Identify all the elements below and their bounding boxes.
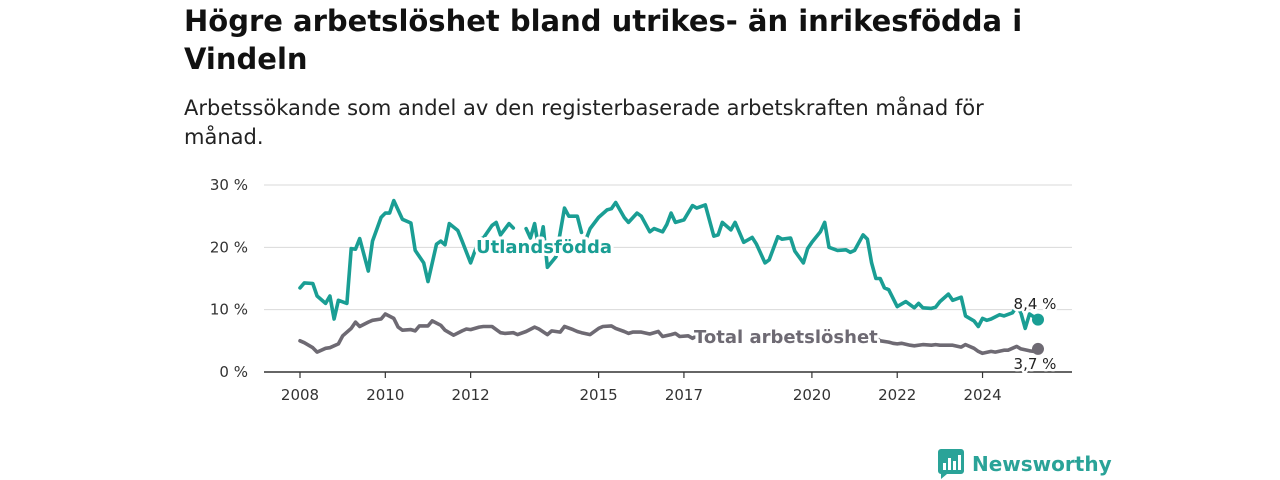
series-name-halo: Utlandsfödda xyxy=(476,237,612,258)
grid-lines xyxy=(264,184,1072,373)
x-tick-label: 2022 xyxy=(878,386,916,404)
chart-subtitle: Arbetssökande som andel av den registerb… xyxy=(184,96,984,149)
series-name-label: Utlandsfödda xyxy=(476,237,612,258)
series-end-marker xyxy=(1032,342,1044,355)
x-tick-label: 2024 xyxy=(963,386,1001,404)
y-tick-label: 30 % xyxy=(210,176,248,194)
series-lines xyxy=(298,198,1044,356)
brand-name: Newsworthy xyxy=(972,452,1112,476)
x-tick-label: 2020 xyxy=(793,386,831,404)
end-value-label: 3,7 % xyxy=(1014,355,1057,373)
y-tick-label: 0 % xyxy=(219,363,248,381)
chart-title: Högre arbetslöshet bland utrikes- än inr… xyxy=(184,4,1023,76)
x-tick-label: 2012 xyxy=(452,386,490,404)
x-tick-label: 2015 xyxy=(580,386,618,404)
series-end-marker xyxy=(1032,313,1044,326)
series-line-utlandsfodda xyxy=(298,198,1040,331)
series-name-label: Total arbetslöshet xyxy=(694,327,878,348)
series-line-total xyxy=(298,312,1040,356)
line-chart: 0 % 10 % 20 % 30 % 2008 2010 2012 2015 2017 2020… xyxy=(210,176,1072,404)
end-value-halo: 3,7 % xyxy=(1014,355,1057,373)
end-value-label: 8,4 % xyxy=(1014,295,1057,313)
y-tick-label: 20 % xyxy=(210,238,248,256)
x-axis-ticks: 2008 2010 2012 2015 2017 2020 2022 2024 xyxy=(281,372,1002,404)
end-value-halo: 8,4 % xyxy=(1014,295,1057,313)
x-tick-label: 2008 xyxy=(281,386,319,404)
series-name-halo: Total arbetslöshet xyxy=(694,327,878,348)
bar-chart-speech-icon xyxy=(938,449,964,479)
y-tick-label: 10 % xyxy=(210,301,248,319)
brand-logo: Newsworthy xyxy=(938,449,1112,479)
y-axis-ticks: 0 % 10 % 20 % 30 % xyxy=(210,176,248,381)
x-tick-label: 2017 xyxy=(665,386,703,404)
x-tick-label: 2010 xyxy=(366,386,404,404)
